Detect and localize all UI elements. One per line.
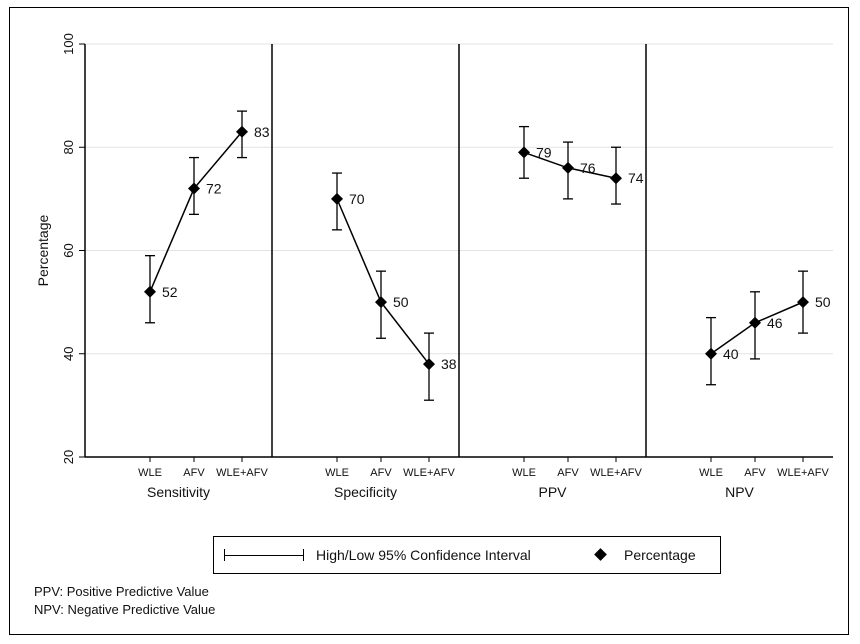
point-marker: [562, 161, 574, 174]
y-tick-label: 40: [61, 347, 76, 361]
legend: High/Low 95% Confidence Interval Percent…: [213, 536, 721, 574]
legend-ci-label: High/Low 95% Confidence Interval: [316, 547, 531, 563]
point-marker: [144, 285, 156, 298]
footnote-npv: NPV: Negative Predictive Value: [34, 602, 216, 617]
data-label: 38: [441, 356, 457, 372]
chart-svg: 20 40 60 80 100 Percentage 52 WLE 72 AFV 83 WLE+AFV…: [35, 33, 833, 500]
chart-frame: 20 40 60 80 100 Percentage 52 WLE 72 AFV 83 WLE+AFV…: [9, 7, 849, 635]
data-label: 74: [628, 170, 644, 186]
x-tick-label: WLE: [138, 467, 162, 479]
point-marker: [797, 296, 809, 309]
x-tick-label: WLE+AFV: [403, 467, 455, 479]
point-marker: [749, 316, 761, 329]
series-line: [149, 131, 243, 293]
data-label: 46: [767, 315, 783, 331]
x-tick-label: WLE+AFV: [590, 467, 642, 479]
x-tick-label: WLE: [699, 467, 723, 479]
data-label: 50: [393, 294, 409, 310]
point-marker: [236, 125, 248, 138]
data-label: 79: [536, 144, 552, 160]
x-tick-label: AFV: [744, 467, 766, 479]
point-marker: [331, 192, 343, 205]
x-tick-label: AFV: [370, 467, 392, 479]
point-marker: [610, 172, 622, 185]
y-tick-label: 20: [61, 450, 76, 464]
point-marker: [705, 347, 717, 360]
footnote-ppv: PPV: Positive Predictive Value: [34, 584, 209, 599]
y-tick-label: 80: [61, 140, 76, 154]
data-label: 83: [254, 124, 270, 140]
legend-diamond-symbol: [594, 548, 607, 561]
x-tick-label: AFV: [183, 467, 205, 479]
y-tick-label: 60: [61, 243, 76, 257]
data-label: 50: [815, 294, 831, 310]
x-tick-label: WLE+AFV: [216, 467, 268, 479]
x-tick-label: WLE+AFV: [777, 467, 829, 479]
y-axis-label: Percentage: [35, 214, 51, 286]
data-label: 72: [206, 181, 222, 197]
x-tick-label: WLE: [325, 467, 349, 479]
data-label: 52: [162, 284, 178, 300]
data-label: 70: [349, 191, 365, 207]
point-marker: [188, 182, 200, 195]
point-marker: [375, 296, 387, 309]
data-label: 40: [723, 346, 739, 362]
x-tick-label: WLE: [512, 467, 536, 479]
legend-ci-symbol: [224, 549, 304, 561]
data-label: 76: [580, 160, 596, 176]
panel-label: Specificity: [334, 484, 397, 500]
series-line: [336, 198, 430, 365]
panel-label: PPV: [538, 484, 567, 500]
y-tick-label: 100: [61, 33, 76, 55]
legend-percentage-label: Percentage: [624, 547, 696, 563]
x-tick-label: AFV: [557, 467, 579, 479]
point-marker: [518, 146, 530, 159]
point-marker: [423, 358, 435, 371]
panel-label: NPV: [725, 484, 754, 500]
panel-label: Sensitivity: [147, 484, 210, 500]
